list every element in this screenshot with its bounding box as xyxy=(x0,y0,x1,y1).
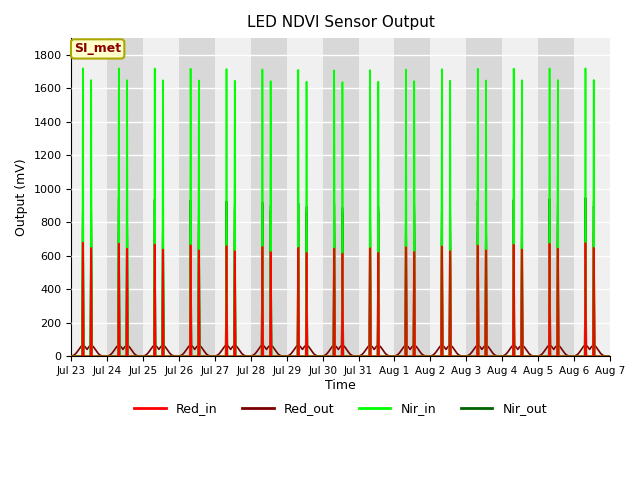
Bar xyxy=(538,38,574,356)
Bar xyxy=(72,38,108,356)
Bar xyxy=(502,38,538,356)
Bar xyxy=(358,38,394,356)
Y-axis label: Output (mV): Output (mV) xyxy=(15,158,28,236)
Bar xyxy=(467,38,502,356)
Text: SI_met: SI_met xyxy=(74,42,121,55)
Bar xyxy=(430,38,467,356)
Bar xyxy=(251,38,287,356)
X-axis label: Time: Time xyxy=(325,379,356,392)
Bar xyxy=(108,38,143,356)
Bar xyxy=(574,38,610,356)
Title: LED NDVI Sensor Output: LED NDVI Sensor Output xyxy=(246,15,435,30)
Bar xyxy=(179,38,215,356)
Bar xyxy=(143,38,179,356)
Bar xyxy=(394,38,430,356)
Bar xyxy=(287,38,323,356)
Legend: Red_in, Red_out, Nir_in, Nir_out: Red_in, Red_out, Nir_in, Nir_out xyxy=(129,397,552,420)
Bar xyxy=(323,38,358,356)
Bar xyxy=(215,38,251,356)
